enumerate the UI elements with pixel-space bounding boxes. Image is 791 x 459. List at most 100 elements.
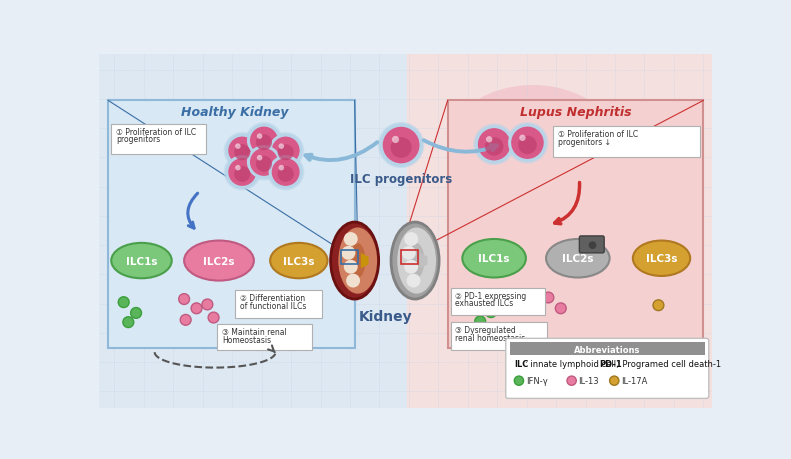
Circle shape — [271, 136, 301, 167]
Text: ILC2s: ILC2s — [562, 254, 593, 263]
FancyBboxPatch shape — [451, 288, 545, 315]
FancyBboxPatch shape — [505, 339, 709, 398]
Ellipse shape — [546, 240, 610, 278]
Circle shape — [476, 127, 512, 162]
FancyBboxPatch shape — [112, 124, 206, 155]
Ellipse shape — [409, 244, 425, 278]
Polygon shape — [420, 253, 427, 269]
Circle shape — [555, 303, 566, 314]
Circle shape — [278, 166, 284, 171]
Text: renal homeostasis: renal homeostasis — [456, 333, 526, 342]
Circle shape — [245, 123, 282, 160]
Ellipse shape — [331, 223, 379, 299]
Circle shape — [202, 299, 213, 310]
Circle shape — [378, 123, 425, 169]
FancyBboxPatch shape — [448, 101, 703, 348]
Ellipse shape — [633, 241, 691, 276]
Circle shape — [248, 147, 279, 178]
Circle shape — [293, 303, 305, 314]
Text: Abbreviations: Abbreviations — [574, 345, 641, 354]
Circle shape — [224, 154, 261, 191]
Text: Kidney: Kidney — [359, 309, 412, 323]
Text: ① Proliferation of ILC: ① Proliferation of ILC — [116, 128, 196, 136]
Circle shape — [519, 135, 526, 142]
Text: ③ Maintain renal: ③ Maintain renal — [222, 327, 287, 336]
Circle shape — [653, 300, 664, 311]
Circle shape — [589, 242, 596, 250]
Text: ILC3s: ILC3s — [645, 254, 677, 263]
Circle shape — [256, 135, 272, 151]
Text: ILC: ILC — [514, 359, 528, 369]
Circle shape — [514, 376, 524, 386]
Text: ILC3s: ILC3s — [283, 256, 315, 266]
Circle shape — [257, 134, 263, 140]
Ellipse shape — [350, 244, 365, 278]
FancyBboxPatch shape — [451, 323, 547, 350]
Circle shape — [257, 156, 263, 161]
Ellipse shape — [463, 240, 526, 278]
Ellipse shape — [448, 86, 618, 209]
Text: ② PD-1 expressing: ② PD-1 expressing — [456, 291, 527, 300]
Circle shape — [256, 157, 272, 173]
Ellipse shape — [271, 243, 327, 279]
FancyBboxPatch shape — [553, 127, 699, 157]
Text: progenitors ↓: progenitors ↓ — [558, 137, 611, 146]
Text: ILC1s: ILC1s — [479, 254, 510, 263]
Ellipse shape — [112, 243, 172, 279]
Text: ILC2s: ILC2s — [203, 256, 235, 266]
Circle shape — [234, 167, 250, 183]
Circle shape — [392, 137, 399, 144]
Circle shape — [278, 144, 284, 150]
Circle shape — [278, 167, 293, 183]
Text: exhausted ILCs: exhausted ILCs — [456, 299, 513, 308]
Text: Hoalthy Kidney: Hoalthy Kidney — [181, 106, 288, 119]
Circle shape — [346, 274, 360, 288]
Text: Lupus Nephritis: Lupus Nephritis — [520, 106, 631, 119]
Circle shape — [118, 297, 129, 308]
Circle shape — [391, 138, 411, 158]
Circle shape — [485, 138, 503, 156]
Circle shape — [227, 136, 258, 167]
Circle shape — [227, 157, 258, 188]
Circle shape — [131, 308, 142, 319]
Text: ② Differentiation: ② Differentiation — [240, 293, 305, 302]
Circle shape — [180, 315, 191, 325]
Circle shape — [610, 376, 619, 386]
Text: IL-13: IL-13 — [578, 376, 600, 386]
Circle shape — [518, 136, 537, 155]
Text: PD-1: PD-1 — [600, 359, 623, 369]
Text: IL-17A: IL-17A — [621, 376, 648, 386]
Circle shape — [342, 246, 355, 260]
Circle shape — [208, 313, 219, 323]
Circle shape — [224, 133, 261, 169]
Circle shape — [235, 144, 240, 150]
FancyBboxPatch shape — [235, 290, 322, 318]
Ellipse shape — [397, 228, 436, 294]
Circle shape — [245, 144, 282, 181]
Circle shape — [123, 317, 134, 328]
FancyBboxPatch shape — [218, 324, 312, 350]
Circle shape — [278, 145, 293, 161]
FancyBboxPatch shape — [407, 55, 712, 409]
Text: ① Proliferation of ILC: ① Proliferation of ILC — [558, 130, 638, 139]
Circle shape — [567, 376, 577, 386]
Circle shape — [404, 233, 418, 246]
Circle shape — [267, 133, 305, 169]
Circle shape — [235, 166, 240, 171]
Circle shape — [402, 246, 416, 260]
Circle shape — [404, 260, 418, 274]
Ellipse shape — [184, 241, 254, 281]
Circle shape — [191, 303, 202, 314]
Circle shape — [179, 294, 190, 305]
FancyBboxPatch shape — [509, 342, 705, 355]
Circle shape — [486, 137, 492, 143]
Text: Homeostasis: Homeostasis — [222, 335, 271, 344]
Circle shape — [381, 126, 422, 166]
Circle shape — [506, 123, 548, 164]
Polygon shape — [361, 253, 369, 269]
Text: IFN-γ: IFN-γ — [526, 376, 547, 386]
Ellipse shape — [391, 223, 439, 299]
Circle shape — [248, 126, 279, 157]
FancyBboxPatch shape — [99, 55, 409, 409]
Circle shape — [509, 126, 545, 161]
